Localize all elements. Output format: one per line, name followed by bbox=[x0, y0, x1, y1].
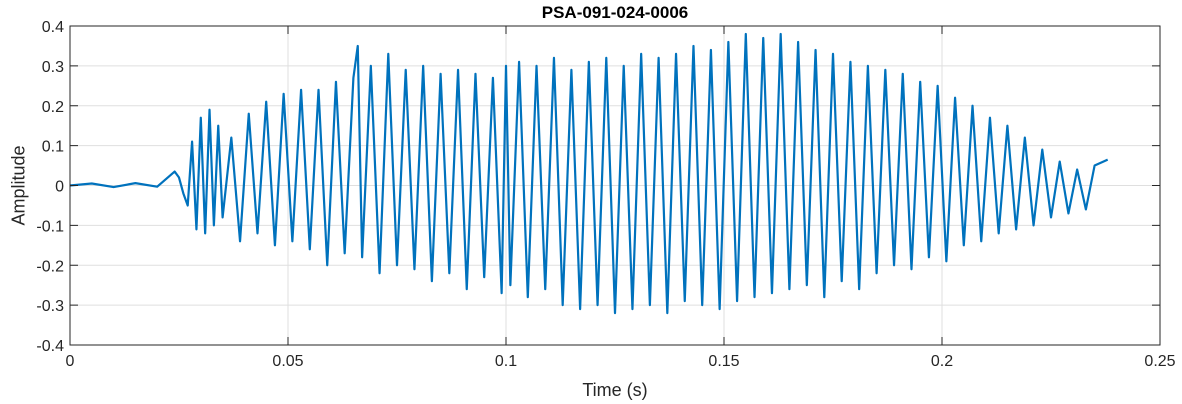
series-group bbox=[69, 32, 1109, 315]
waveform-line bbox=[69, 32, 1109, 315]
y-tick-label: -0.2 bbox=[36, 258, 64, 275]
y-tick-label: -0.3 bbox=[36, 298, 64, 315]
x-tick-labels: 0 0.05 0.1 0.15 0.2 0.25 bbox=[66, 353, 1176, 370]
x-tick-label: 0.1 bbox=[495, 353, 517, 370]
y-tick-label: 0 bbox=[55, 179, 64, 196]
y-tick-label: 0.2 bbox=[42, 99, 64, 116]
x-tick-label: 0.15 bbox=[708, 353, 739, 370]
x-tick-label: 0.2 bbox=[931, 353, 953, 370]
y-tick-label: -0.4 bbox=[36, 338, 64, 355]
y-tick-labels: 0.4 0.3 0.2 0.1 0 -0.1 -0.2 -0.3 -0.4 bbox=[36, 19, 64, 355]
chart-title: PSA-091-024-0006 bbox=[542, 3, 688, 22]
y-tick-label: 0.3 bbox=[42, 59, 64, 76]
x-tick-label: 0 bbox=[66, 353, 75, 370]
x-tick-label: 0.25 bbox=[1144, 353, 1175, 370]
y-tick-label: 0.1 bbox=[42, 139, 64, 156]
y-tick-label: 0.4 bbox=[42, 19, 64, 36]
y-axis-label: Amplitude bbox=[8, 145, 28, 225]
y-tick-label: -0.1 bbox=[36, 218, 64, 235]
tick-marks bbox=[69, 25, 1161, 346]
x-axis-label: Time (s) bbox=[582, 380, 647, 400]
x-tick-label: 0.05 bbox=[272, 353, 303, 370]
